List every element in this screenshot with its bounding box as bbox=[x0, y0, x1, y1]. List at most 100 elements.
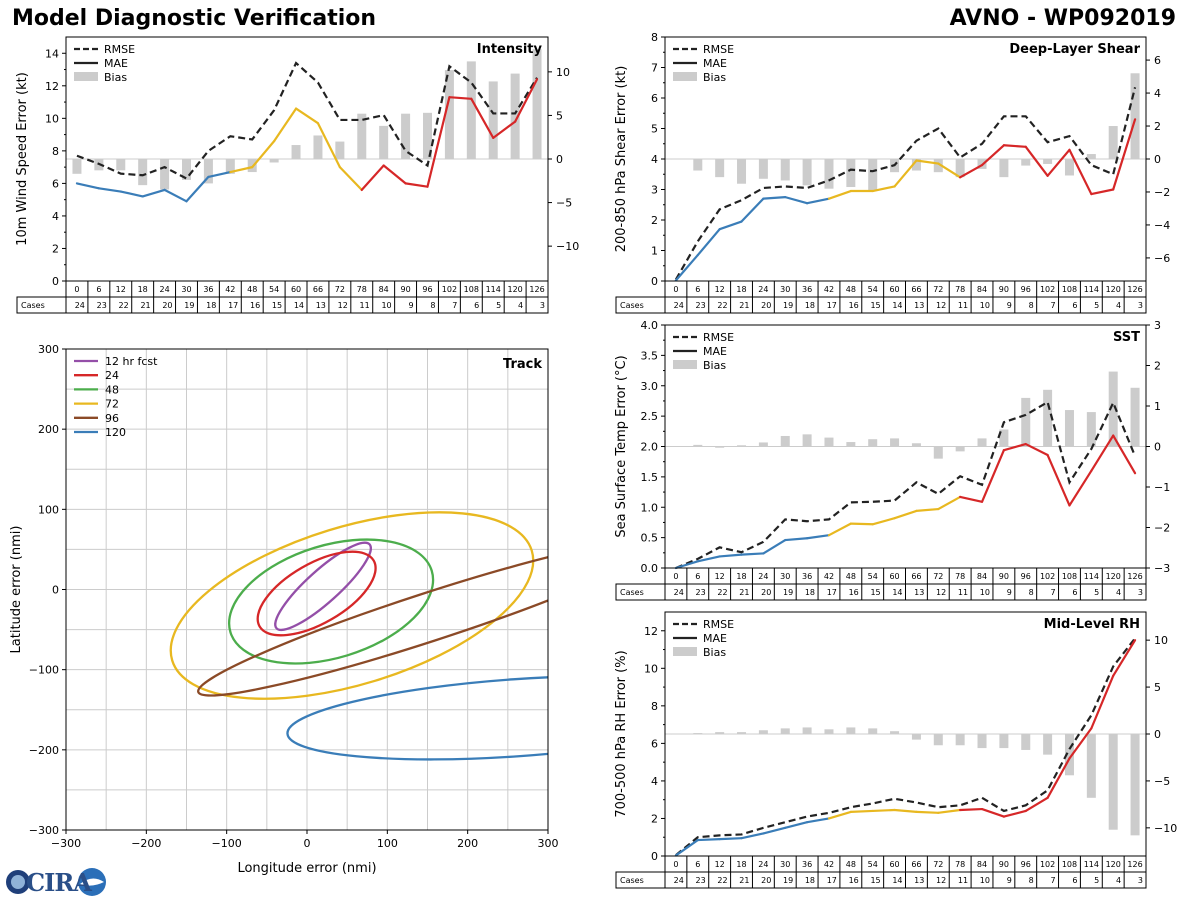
y2-tick-label: −5 bbox=[556, 197, 572, 210]
bias-bar bbox=[737, 445, 747, 447]
mae-segment bbox=[404, 182, 429, 188]
cases-count: 20 bbox=[761, 588, 771, 597]
forecast-hour-label: 30 bbox=[780, 572, 790, 581]
y2-tick-label: −1 bbox=[1154, 481, 1170, 494]
error-ellipse bbox=[227, 538, 435, 665]
cases-count: 10 bbox=[980, 876, 990, 885]
cases-count: 3 bbox=[1138, 588, 1143, 597]
y-tick-label: 10 bbox=[45, 112, 59, 125]
forecast-hour-label: 24 bbox=[159, 285, 169, 294]
cases-count: 11 bbox=[958, 588, 968, 597]
forecast-hour-label: 6 bbox=[695, 572, 700, 581]
forecast-hour-label: 36 bbox=[203, 285, 213, 294]
forecast-hour-label: 48 bbox=[846, 285, 856, 294]
forecast-hour-label: 102 bbox=[1040, 572, 1055, 581]
bias-bar bbox=[999, 159, 1009, 178]
forecast-hour-label: 66 bbox=[313, 285, 323, 294]
forecast-hour-label: 90 bbox=[999, 285, 1009, 294]
cases-count: 5 bbox=[496, 301, 501, 310]
cases-count: 12 bbox=[936, 588, 946, 597]
mae-segment bbox=[251, 140, 276, 169]
legend-mae-label: MAE bbox=[703, 345, 727, 358]
bias-bar bbox=[693, 159, 703, 171]
y-axis-label: 700-500 hPa RH Error (%) bbox=[614, 650, 629, 817]
cases-count: 20 bbox=[761, 876, 771, 885]
forecast-hour-label: 78 bbox=[357, 285, 367, 294]
bias-bar bbox=[466, 61, 476, 159]
y-axis-label: Latitude error (nmi) bbox=[9, 526, 24, 654]
y-tick-label: 100 bbox=[38, 503, 59, 516]
ellipse-group bbox=[169, 511, 548, 761]
forecast-hour-label: 84 bbox=[977, 572, 987, 581]
cases-count: 18 bbox=[805, 876, 815, 885]
cases-count: 22 bbox=[717, 301, 727, 310]
forecast-hour-label: 6 bbox=[695, 860, 700, 869]
cases-count: 23 bbox=[696, 876, 706, 885]
forecast-hour-label: 126 bbox=[529, 285, 544, 294]
y2-tick-label: 6 bbox=[1154, 54, 1161, 67]
mae-segment bbox=[1024, 796, 1049, 813]
bias-bar bbox=[203, 159, 213, 184]
y-tick-label: 4 bbox=[52, 210, 59, 223]
mae-segment bbox=[959, 807, 984, 812]
mae-segment bbox=[1090, 188, 1115, 196]
cases-count: 10 bbox=[980, 301, 990, 310]
cases-count: 24 bbox=[75, 301, 85, 310]
y-tick-label: 4 bbox=[651, 775, 658, 788]
forecast-hour-label: 96 bbox=[1021, 860, 1031, 869]
legend-label: 96 bbox=[105, 412, 119, 425]
mae-segment bbox=[871, 517, 896, 526]
bias-bar bbox=[933, 159, 943, 173]
bias-bar bbox=[1043, 159, 1053, 164]
forecast-hour-label: 42 bbox=[824, 285, 834, 294]
forecast-hour-label: 30 bbox=[181, 285, 191, 294]
forecast-hour-label: 102 bbox=[1040, 285, 1055, 294]
error-ellipse bbox=[169, 511, 535, 700]
forecast-hour-label: 126 bbox=[1127, 285, 1142, 294]
panel-track: −300 −200 −100 0 100 200 300 −300 −200 −100 0 100 20… bbox=[9, 343, 559, 876]
panel-title: Deep-Layer Shear bbox=[1009, 42, 1140, 57]
forecast-hour-label: 102 bbox=[442, 285, 457, 294]
forecast-hour-label: 6 bbox=[96, 285, 101, 294]
bias-bar bbox=[802, 159, 812, 186]
mae-segment bbox=[871, 808, 896, 813]
x-tick-label: −100 bbox=[212, 837, 242, 850]
bias-bar bbox=[999, 429, 1009, 447]
cases-count: 13 bbox=[914, 588, 924, 597]
mae-segment bbox=[740, 197, 765, 223]
y2-tick-label: 2 bbox=[1154, 360, 1161, 373]
cases-count: 16 bbox=[849, 876, 859, 885]
mae-segment bbox=[937, 495, 962, 511]
mae-segment bbox=[980, 144, 1005, 167]
y-tick-label: −200 bbox=[29, 744, 59, 757]
forecast-hour-label: 0 bbox=[74, 285, 79, 294]
mae-segment bbox=[849, 809, 874, 813]
cases-count: 13 bbox=[914, 876, 924, 885]
error-ellipse bbox=[274, 541, 373, 632]
mae-segment bbox=[674, 253, 699, 282]
cases-header-label: Cases bbox=[620, 588, 644, 597]
forecast-hour-label: 72 bbox=[933, 572, 943, 581]
y-tick-label: 6 bbox=[651, 737, 658, 750]
mae-segment bbox=[718, 553, 743, 558]
mae-segment bbox=[1068, 727, 1093, 760]
forecast-hour-label: 36 bbox=[802, 860, 812, 869]
mae-segment bbox=[784, 537, 809, 542]
y2-tick-label: 2 bbox=[1154, 120, 1161, 133]
mae-segment bbox=[1002, 809, 1027, 818]
y-tick-label: 8 bbox=[52, 145, 59, 158]
forecast-hour-label: 48 bbox=[846, 572, 856, 581]
cases-count: 22 bbox=[717, 876, 727, 885]
mae-segment bbox=[762, 196, 787, 200]
mae-segment bbox=[1046, 148, 1071, 177]
forecast-hour-label: 120 bbox=[1106, 572, 1121, 581]
bias-bar bbox=[671, 734, 681, 735]
forecast-hour-label: 78 bbox=[955, 285, 965, 294]
bias-bar bbox=[846, 159, 856, 188]
bias-bar bbox=[693, 733, 703, 734]
cases-count: 22 bbox=[119, 301, 129, 310]
panel-title: Track bbox=[503, 357, 542, 372]
y-tick-label: 300 bbox=[38, 343, 59, 356]
bias-bar bbox=[955, 734, 965, 746]
